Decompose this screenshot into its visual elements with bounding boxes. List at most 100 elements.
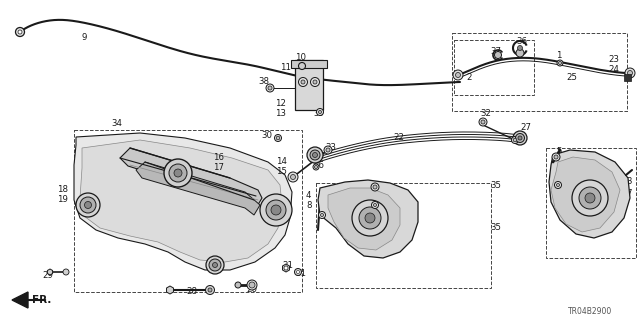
Circle shape [205, 286, 214, 294]
Circle shape [365, 213, 375, 223]
Circle shape [312, 152, 317, 158]
Circle shape [319, 110, 321, 114]
Text: 5: 5 [372, 183, 378, 192]
Bar [624, 74, 631, 81]
Bar [295, 60, 323, 110]
Circle shape [557, 60, 563, 66]
Circle shape [275, 135, 282, 142]
Bar [454, 40, 534, 95]
Circle shape [513, 138, 517, 142]
Circle shape [76, 193, 100, 217]
Circle shape [324, 146, 332, 154]
Circle shape [585, 193, 595, 203]
Text: 35: 35 [490, 224, 501, 233]
Circle shape [625, 68, 635, 78]
Circle shape [371, 202, 378, 209]
Text: 12: 12 [275, 100, 286, 108]
Text: 35: 35 [490, 181, 501, 189]
Text: 19: 19 [57, 196, 68, 204]
Text: 22: 22 [393, 132, 404, 142]
Circle shape [554, 155, 558, 159]
Text: 33: 33 [325, 144, 336, 152]
Text: 21: 21 [282, 261, 293, 270]
Text: 13: 13 [275, 109, 286, 118]
Circle shape [212, 263, 218, 268]
Text: 23: 23 [608, 56, 619, 64]
Polygon shape [549, 150, 630, 238]
Circle shape [481, 120, 485, 124]
Text: 4: 4 [306, 191, 312, 201]
Text: 27: 27 [520, 122, 531, 131]
Text: 18: 18 [57, 186, 68, 195]
Bar [316, 183, 491, 288]
Circle shape [554, 182, 561, 189]
Bar [546, 148, 636, 258]
Text: 28: 28 [186, 286, 197, 295]
Bar [74, 130, 302, 292]
Circle shape [296, 271, 300, 273]
Polygon shape [47, 269, 52, 275]
Text: 20: 20 [246, 286, 257, 294]
Circle shape [559, 62, 561, 64]
Circle shape [294, 269, 301, 276]
Circle shape [260, 194, 292, 226]
Polygon shape [136, 162, 260, 215]
Text: 9: 9 [82, 33, 88, 42]
Text: FR.: FR. [32, 295, 51, 305]
Polygon shape [80, 140, 282, 262]
Circle shape [313, 164, 319, 170]
Circle shape [291, 174, 296, 180]
Polygon shape [12, 292, 28, 308]
Circle shape [15, 27, 24, 36]
Text: 38: 38 [258, 78, 269, 86]
Bar [452, 33, 627, 111]
Circle shape [314, 166, 317, 168]
Circle shape [247, 280, 257, 290]
Circle shape [169, 164, 187, 182]
Circle shape [374, 204, 376, 206]
Text: 11: 11 [280, 63, 291, 72]
Circle shape [326, 148, 330, 152]
Circle shape [236, 283, 240, 287]
Circle shape [515, 133, 525, 143]
Circle shape [359, 207, 381, 229]
Circle shape [209, 259, 221, 271]
Circle shape [495, 51, 502, 58]
Text: 24: 24 [608, 65, 619, 75]
Polygon shape [282, 264, 289, 272]
Text: 36: 36 [516, 38, 527, 47]
Text: 10: 10 [295, 53, 306, 62]
Circle shape [84, 202, 92, 209]
Circle shape [371, 183, 379, 191]
Circle shape [479, 118, 487, 126]
Text: 15: 15 [276, 167, 287, 176]
Circle shape [266, 200, 286, 220]
Circle shape [174, 169, 182, 177]
Circle shape [579, 187, 601, 209]
Text: 7: 7 [626, 189, 632, 198]
Circle shape [301, 80, 305, 84]
Text: 17: 17 [213, 164, 224, 173]
Circle shape [237, 284, 239, 286]
Circle shape [249, 282, 255, 288]
Circle shape [321, 213, 323, 217]
Circle shape [572, 180, 608, 216]
Circle shape [313, 80, 317, 84]
Circle shape [268, 86, 272, 90]
Polygon shape [120, 148, 262, 208]
Circle shape [453, 70, 463, 80]
Circle shape [518, 136, 522, 140]
Text: 16: 16 [213, 153, 224, 162]
Circle shape [319, 211, 326, 219]
Text: 30: 30 [261, 131, 272, 140]
Text: 31: 31 [295, 270, 306, 278]
Circle shape [307, 147, 323, 163]
Circle shape [284, 266, 288, 270]
Circle shape [516, 49, 524, 57]
Circle shape [288, 172, 298, 182]
Text: 39: 39 [313, 108, 324, 117]
Circle shape [276, 136, 280, 140]
Polygon shape [166, 286, 173, 294]
Circle shape [310, 150, 320, 160]
Circle shape [63, 269, 69, 275]
